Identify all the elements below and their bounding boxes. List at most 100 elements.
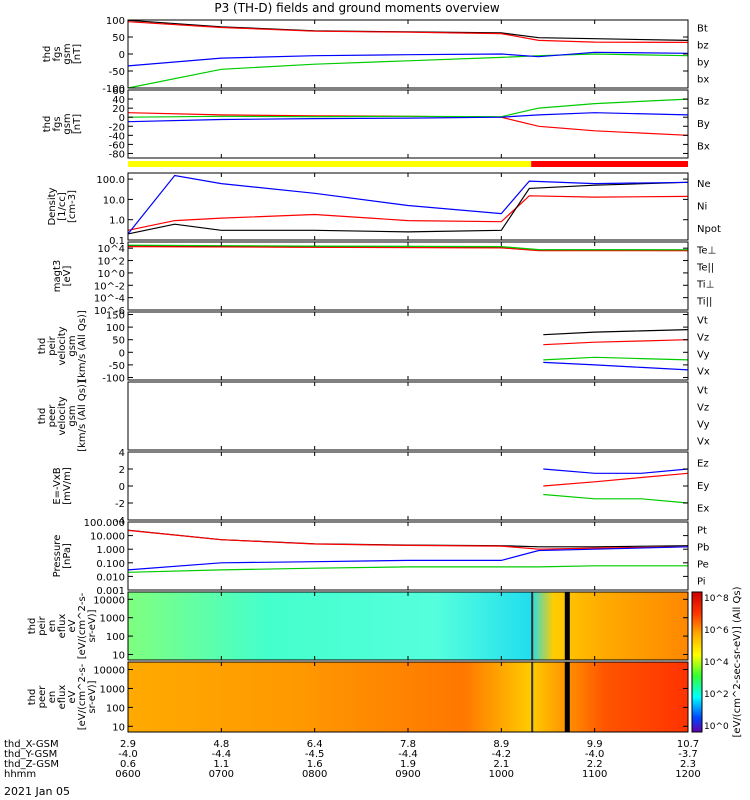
y-axis-label-line: [nT] <box>72 114 83 134</box>
x-axis-value: 2.1 <box>493 759 509 770</box>
y-axis-label-line: eflux <box>57 685 68 710</box>
x-axis-value: 1.6 <box>307 759 323 770</box>
y-axis-label-line: gsm <box>62 113 73 134</box>
data-gap <box>564 662 570 732</box>
y-axis-label-line: thd <box>42 116 53 133</box>
spectrogram-peer-eflux <box>128 662 688 732</box>
legend-Te||: Te|| <box>696 263 714 274</box>
series-Ey <box>543 493 689 504</box>
y-axis-label-line: thd <box>37 408 48 425</box>
y-axis-label: Pressure [nPa] <box>52 535 73 578</box>
y-axis-label-line: eV <box>67 619 78 632</box>
panel-fgs: 100 50 0 -50 -100 thd fgs gsm [nT] Bt bz by bx <box>42 16 709 95</box>
y-tick-label: 10^4 <box>98 244 125 255</box>
y-tick-label: 10000 <box>93 666 125 677</box>
y-axis-label-line: thd <box>27 618 38 635</box>
y-tick-label: 0.1 <box>109 236 125 247</box>
spectrogram-peir-eflux <box>128 592 688 660</box>
series-Bx <box>127 112 689 123</box>
panel-frame <box>127 451 689 521</box>
y-axis-label: thd fgs gsm [nT] <box>42 113 83 134</box>
y-axis-label-line: [mV/m] <box>62 467 73 505</box>
panel-temperature: 10^4 10^210^010^-2 10^-410^-6 magt3 [eV] Te⊥ T… <box>52 241 716 317</box>
series-Pe <box>127 565 688 573</box>
y-tick-label: 10^0 <box>98 269 125 280</box>
date-label: 2021 Jan 05 <box>4 785 70 798</box>
y-axis-label-line: fgs <box>52 116 63 131</box>
colorbar-label-text: [eV/(cm^2-sec-sr-eV)] (All Qs) <box>732 586 743 737</box>
chart-title: P3 (TH-D) fields and ground moments over… <box>214 1 499 15</box>
x-axis-table: thd_X-GSM 2.9 4.8 6.4 7.8 8.9 9.9 10.7 thd_Y-GSM… <box>4 739 701 780</box>
y-axis-label: thd fgs gsm [nT] <box>42 43 83 64</box>
y-axis-label-line: [km/s (All Qs)] <box>77 310 88 382</box>
y-axis-label-line: [eV] <box>62 266 73 287</box>
series-Ez <box>543 472 689 487</box>
x-axis-value: 1.1 <box>213 759 229 770</box>
legend-Pt: Pt <box>697 526 707 537</box>
series-Ni <box>127 181 689 235</box>
x-axis-row-label: hhmm <box>4 769 36 780</box>
legend-Vt: Vt <box>697 386 708 397</box>
y-tick-label: 1000 <box>100 684 125 695</box>
x-axis-value: 9.9 <box>587 739 603 750</box>
series-Vt <box>543 329 689 336</box>
legend-Vx: Vx <box>697 367 710 378</box>
x-axis-value: -4.4 <box>398 749 418 760</box>
y-axis-label-line: thd <box>37 338 48 355</box>
x-axis-value: -4.5 <box>305 749 325 760</box>
legend-Ez: Ez <box>697 458 709 469</box>
y-tick-label: 100 <box>106 703 125 714</box>
legend-Vy: Vy <box>697 420 710 431</box>
panel-density: 100.0 10.0 1.0 0.1 Density [1/cc] [cm-3] Ne Ni Np… <box>47 172 721 247</box>
panel-frame <box>127 521 689 591</box>
x-axis-value: -4.2 <box>492 749 512 760</box>
y-axis-label-line: [1/cc] <box>57 192 68 221</box>
y-tick-label: 0 <box>119 348 125 359</box>
data-gap <box>531 662 534 732</box>
panel-frame <box>127 311 689 381</box>
panel-frame <box>127 241 689 311</box>
y-axis-label: magt3 [eV] <box>52 260 73 293</box>
y-axis-label-line: [km/s (All Qs)] <box>77 380 88 452</box>
y-axis-label-line: en <box>47 691 58 704</box>
x-axis-value: -4.0 <box>118 749 138 760</box>
colorbar-label: [eV/(cm^2-sec-sr-eV)] (All Qs) <box>732 586 743 737</box>
panel-pressure: 100.000 10.000 1.000 0.100 0.010 0.001 Pressur… <box>52 518 709 597</box>
series-By <box>127 98 689 118</box>
y-axis-label-line: [eV/(cm^2-s- <box>77 592 88 659</box>
y-axis-label-line: gsm <box>62 43 73 64</box>
colorbar-tick-label: 10^6 <box>704 626 729 636</box>
y-axis-label-line: thd <box>27 689 38 706</box>
legend-Ex: Ex <box>697 504 709 515</box>
y-axis-label-line: Pressure <box>52 535 63 578</box>
legend-By: By <box>697 119 710 130</box>
x-axis-row-label: thd_Y-GSM <box>4 749 57 760</box>
series-Npot <box>127 174 689 235</box>
y-tick-label: 10^2 <box>98 257 125 268</box>
y-tick-label: 10 <box>112 650 125 661</box>
legend-Vz: Vz <box>697 333 709 344</box>
x-axis-value: 10.7 <box>677 739 699 750</box>
y-axis-label-line: fgs <box>52 46 63 61</box>
legend-by: by <box>697 58 709 69</box>
y-tick-label: 10^-2 <box>94 281 125 292</box>
y-axis-label: thd peir velocity gsm [km/s (All Qs)] <box>37 310 88 382</box>
y-tick-label: 0.010 <box>96 572 125 583</box>
y-tick-label: 100 <box>106 632 125 643</box>
y-tick-label: -50 <box>109 67 125 78</box>
x-axis-value: 7.8 <box>400 739 416 750</box>
y-axis-label-line: velocity <box>57 396 68 435</box>
y-axis-label-line: gsm <box>67 405 78 426</box>
legend-Bz: Bz <box>697 96 709 107</box>
legend-bz: bz <box>697 41 709 52</box>
y-axis-label: thd peer en eflux eV [eV/(cm^2-s-sr-eV)] <box>27 663 98 730</box>
legend-Pe: Pe <box>697 560 709 571</box>
y-tick-label: -20 <box>109 122 125 133</box>
panel-efield: 4 2 0 -2 -4 E=-VxB [mV/m] Ez Ey Ex <box>52 448 709 527</box>
y-tick-label: 0.100 <box>96 559 125 570</box>
colorbar-tick-label: 10^2 <box>704 690 729 700</box>
